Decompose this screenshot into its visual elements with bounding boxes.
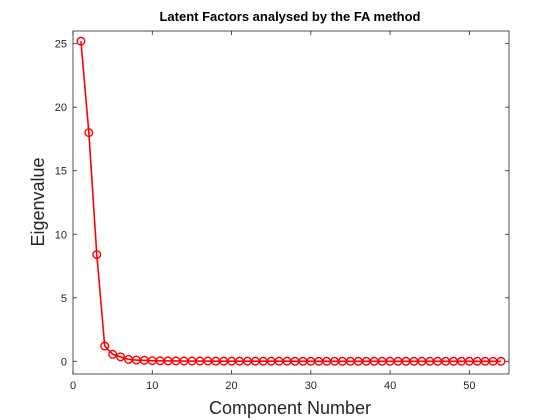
- x-tick-label: 20: [225, 380, 237, 392]
- data-point: [108, 349, 118, 359]
- chart-title: Latent Factors analysed by the FA method: [159, 9, 420, 24]
- x-tick-label: 50: [463, 380, 475, 392]
- y-tick-label: 0: [61, 356, 67, 368]
- axis-ticks: 0 10 20 30 40 50 0 5 10 15 20 25: [55, 31, 509, 392]
- data-point: [100, 341, 110, 351]
- y-tick-label: 5: [61, 293, 67, 305]
- y-axis-label: Eigenvalue: [28, 157, 48, 246]
- data-point: [76, 36, 86, 46]
- data-point: [92, 250, 102, 260]
- plot-area: [72, 30, 510, 375]
- data-point: [116, 352, 126, 362]
- data-point: [496, 356, 506, 366]
- y-tick-label: 15: [55, 166, 67, 178]
- x-tick-label: 30: [305, 380, 317, 392]
- y-tick-label: 20: [55, 102, 67, 114]
- series-layer: [76, 36, 506, 366]
- x-tick-label: 10: [146, 380, 158, 392]
- y-tick-label: 10: [55, 229, 67, 241]
- x-tick-label: 0: [70, 380, 76, 392]
- x-tick-label: 40: [384, 380, 396, 392]
- x-axis-label: Component Number: [209, 398, 371, 418]
- y-tick-label: 25: [55, 39, 67, 51]
- data-point: [84, 128, 94, 138]
